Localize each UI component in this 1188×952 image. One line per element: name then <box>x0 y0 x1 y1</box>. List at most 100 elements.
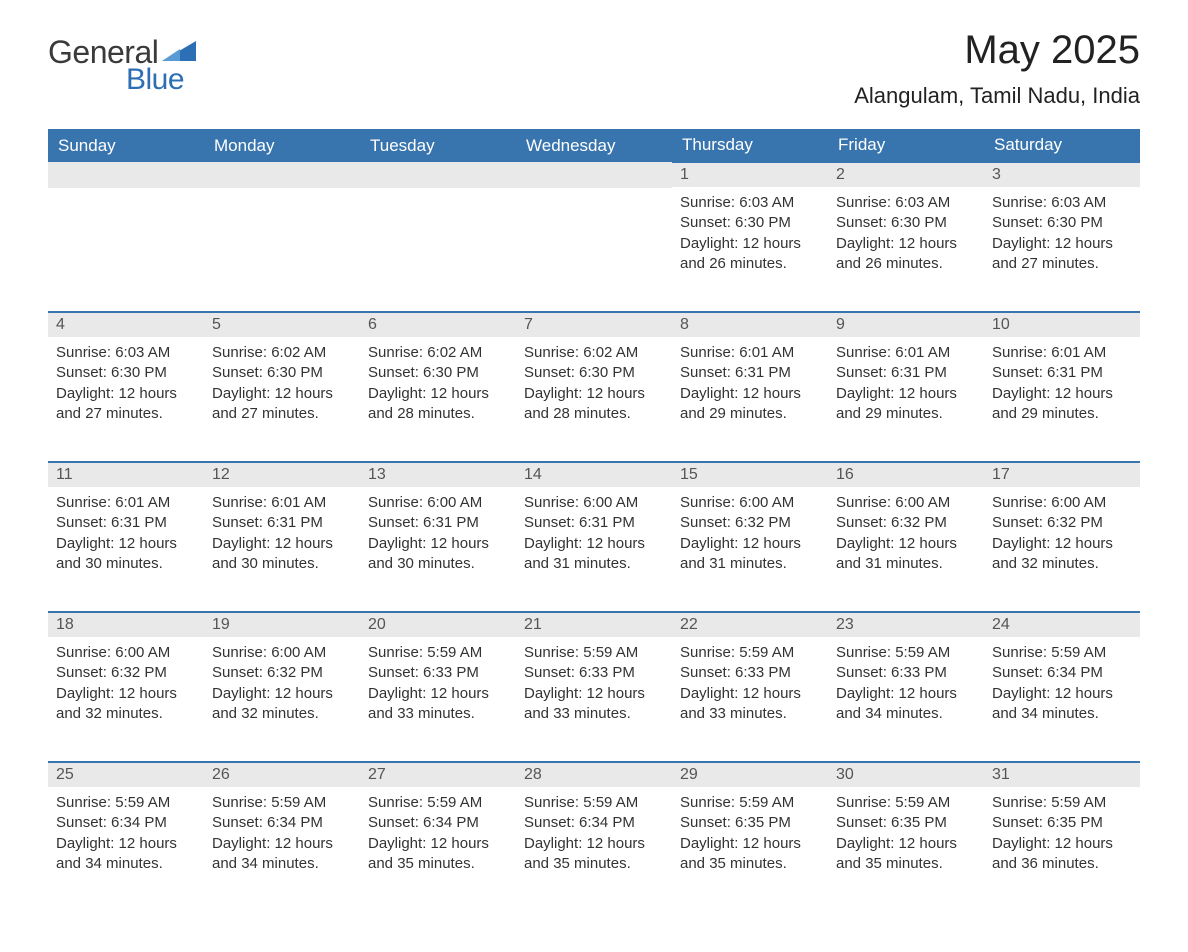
day-body: Sunrise: 6:01 AMSunset: 6:31 PMDaylight:… <box>672 337 828 436</box>
day-number: 20 <box>360 613 516 637</box>
sunrise-line: Sunrise: 5:59 AM <box>212 793 352 813</box>
header: General Blue May 2025 Alangulam, Tamil N… <box>48 28 1140 123</box>
sunset-line: Sunset: 6:30 PM <box>836 213 976 233</box>
calendar-cell: 26Sunrise: 5:59 AMSunset: 6:34 PMDayligh… <box>204 762 360 912</box>
sunrise-line: Sunrise: 5:59 AM <box>836 643 976 663</box>
daylight-line: Daylight: 12 hours and 27 minutes. <box>992 234 1132 275</box>
day-number: 17 <box>984 463 1140 487</box>
sunset-line: Sunset: 6:33 PM <box>524 663 664 683</box>
calendar-cell: 3Sunrise: 6:03 AMSunset: 6:30 PMDaylight… <box>984 162 1140 312</box>
day-number: 29 <box>672 763 828 787</box>
sunrise-line: Sunrise: 6:02 AM <box>524 343 664 363</box>
day-body: Sunrise: 5:59 AMSunset: 6:34 PMDaylight:… <box>360 787 516 886</box>
sunrise-line: Sunrise: 6:03 AM <box>836 193 976 213</box>
day-body: Sunrise: 6:02 AMSunset: 6:30 PMDaylight:… <box>204 337 360 436</box>
day-body: Sunrise: 6:00 AMSunset: 6:32 PMDaylight:… <box>204 637 360 736</box>
daylight-line: Daylight: 12 hours and 28 minutes. <box>524 384 664 425</box>
calendar-cell: 27Sunrise: 5:59 AMSunset: 6:34 PMDayligh… <box>360 762 516 912</box>
day-body: Sunrise: 6:00 AMSunset: 6:31 PMDaylight:… <box>516 487 672 586</box>
daylight-line: Daylight: 12 hours and 29 minutes. <box>992 384 1132 425</box>
day-number: 31 <box>984 763 1140 787</box>
day-number: 22 <box>672 613 828 637</box>
calendar-cell: 8Sunrise: 6:01 AMSunset: 6:31 PMDaylight… <box>672 312 828 462</box>
calendar-cell: 14Sunrise: 6:00 AMSunset: 6:31 PMDayligh… <box>516 462 672 612</box>
daylight-line: Daylight: 12 hours and 35 minutes. <box>524 834 664 875</box>
daylight-line: Daylight: 12 hours and 34 minutes. <box>212 834 352 875</box>
calendar-week-row: 25Sunrise: 5:59 AMSunset: 6:34 PMDayligh… <box>48 762 1140 912</box>
sunset-line: Sunset: 6:31 PM <box>836 363 976 383</box>
calendar-cell: 25Sunrise: 5:59 AMSunset: 6:34 PMDayligh… <box>48 762 204 912</box>
daylight-line: Daylight: 12 hours and 30 minutes. <box>368 534 508 575</box>
day-body: Sunrise: 5:59 AMSunset: 6:33 PMDaylight:… <box>516 637 672 736</box>
sunrise-line: Sunrise: 6:00 AM <box>524 493 664 513</box>
weekday-header: Tuesday <box>360 129 516 162</box>
day-number: 9 <box>828 313 984 337</box>
day-body: Sunrise: 5:59 AMSunset: 6:35 PMDaylight:… <box>984 787 1140 886</box>
day-number: 6 <box>360 313 516 337</box>
sunrise-line: Sunrise: 6:03 AM <box>680 193 820 213</box>
calendar-table: SundayMondayTuesdayWednesdayThursdayFrid… <box>48 129 1140 912</box>
sunrise-line: Sunrise: 6:00 AM <box>368 493 508 513</box>
calendar-cell: 22Sunrise: 5:59 AMSunset: 6:33 PMDayligh… <box>672 612 828 762</box>
weekday-header: Thursday <box>672 129 828 162</box>
sunset-line: Sunset: 6:33 PM <box>836 663 976 683</box>
empty-day-strip <box>360 162 516 188</box>
day-number: 15 <box>672 463 828 487</box>
day-number: 21 <box>516 613 672 637</box>
sunrise-line: Sunrise: 6:03 AM <box>56 343 196 363</box>
day-number: 10 <box>984 313 1140 337</box>
calendar-week-row: 4Sunrise: 6:03 AMSunset: 6:30 PMDaylight… <box>48 312 1140 462</box>
day-number: 18 <box>48 613 204 637</box>
sunset-line: Sunset: 6:32 PM <box>212 663 352 683</box>
empty-day-strip <box>48 162 204 188</box>
sunset-line: Sunset: 6:34 PM <box>368 813 508 833</box>
daylight-line: Daylight: 12 hours and 33 minutes. <box>524 684 664 725</box>
sunset-line: Sunset: 6:33 PM <box>680 663 820 683</box>
daylight-line: Daylight: 12 hours and 29 minutes. <box>680 384 820 425</box>
daylight-line: Daylight: 12 hours and 26 minutes. <box>680 234 820 275</box>
sunrise-line: Sunrise: 6:01 AM <box>680 343 820 363</box>
sunrise-line: Sunrise: 6:00 AM <box>212 643 352 663</box>
weekday-header: Monday <box>204 129 360 162</box>
day-number: 2 <box>828 163 984 187</box>
title-block: May 2025 Alangulam, Tamil Nadu, India <box>854 28 1140 123</box>
sunrise-line: Sunrise: 5:59 AM <box>524 793 664 813</box>
sunset-line: Sunset: 6:32 PM <box>56 663 196 683</box>
daylight-line: Daylight: 12 hours and 32 minutes. <box>56 684 196 725</box>
daylight-line: Daylight: 12 hours and 31 minutes. <box>836 534 976 575</box>
weekday-header: Friday <box>828 129 984 162</box>
sunset-line: Sunset: 6:34 PM <box>992 663 1132 683</box>
calendar-cell: 2 Sunrise: 6:03 AMSunset: 6:30 PMDaylight… <box>828 162 984 312</box>
weekday-header: Sunday <box>48 129 204 162</box>
daylight-line: Daylight: 12 hours and 26 minutes. <box>836 234 976 275</box>
day-body: Sunrise: 5:59 AMSunset: 6:35 PMDaylight:… <box>828 787 984 886</box>
sunset-line: Sunset: 6:32 PM <box>836 513 976 533</box>
calendar-cell: 18Sunrise: 6:00 AMSunset: 6:32 PMDayligh… <box>48 612 204 762</box>
sunset-line: Sunset: 6:35 PM <box>836 813 976 833</box>
calendar-cell: 11Sunrise: 6:01 AMSunset: 6:31 PMDayligh… <box>48 462 204 612</box>
calendar-cell: 23Sunrise: 5:59 AMSunset: 6:33 PMDayligh… <box>828 612 984 762</box>
day-number: 8 <box>672 313 828 337</box>
sunrise-line: Sunrise: 6:01 AM <box>212 493 352 513</box>
empty-day-strip <box>204 162 360 188</box>
sunset-line: Sunset: 6:32 PM <box>680 513 820 533</box>
day-number: 25 <box>48 763 204 787</box>
daylight-line: Daylight: 12 hours and 33 minutes. <box>368 684 508 725</box>
sunrise-line: Sunrise: 5:59 AM <box>524 643 664 663</box>
calendar-cell: 31Sunrise: 5:59 AMSunset: 6:35 PMDayligh… <box>984 762 1140 912</box>
day-number: 11 <box>48 463 204 487</box>
calendar-cell: 19Sunrise: 6:00 AMSunset: 6:32 PMDayligh… <box>204 612 360 762</box>
day-number: 26 <box>204 763 360 787</box>
daylight-line: Daylight: 12 hours and 34 minutes. <box>56 834 196 875</box>
daylight-line: Daylight: 12 hours and 32 minutes. <box>992 534 1132 575</box>
calendar-cell: 29Sunrise: 5:59 AMSunset: 6:35 PMDayligh… <box>672 762 828 912</box>
day-body: Sunrise: 6:02 AMSunset: 6:30 PMDaylight:… <box>360 337 516 436</box>
day-number: 16 <box>828 463 984 487</box>
sunrise-line: Sunrise: 5:59 AM <box>368 793 508 813</box>
calendar-cell: 30Sunrise: 5:59 AMSunset: 6:35 PMDayligh… <box>828 762 984 912</box>
page-title: May 2025 <box>854 28 1140 73</box>
daylight-line: Daylight: 12 hours and 27 minutes. <box>212 384 352 425</box>
day-body: Sunrise: 5:59 AMSunset: 6:35 PMDaylight:… <box>672 787 828 886</box>
sunset-line: Sunset: 6:31 PM <box>680 363 820 383</box>
calendar-cell: 13Sunrise: 6:00 AMSunset: 6:31 PMDayligh… <box>360 462 516 612</box>
